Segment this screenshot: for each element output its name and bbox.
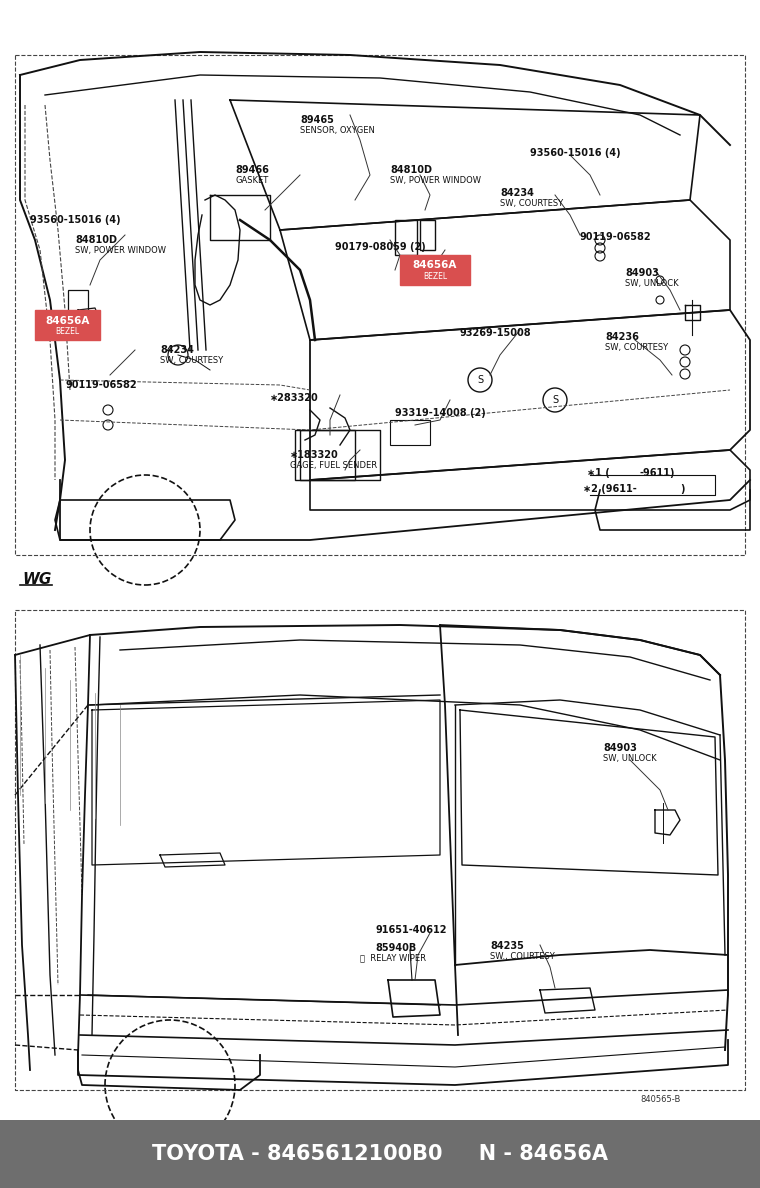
Text: 84234: 84234: [160, 345, 194, 355]
Text: SW, POWER WINDOW: SW, POWER WINDOW: [75, 246, 166, 255]
Text: BEZEL: BEZEL: [55, 327, 80, 336]
Text: GAGE, FUEL SENDER: GAGE, FUEL SENDER: [290, 461, 377, 470]
Text: SW., COURTESY: SW., COURTESY: [490, 952, 555, 961]
Text: 90119-06582: 90119-06582: [580, 232, 651, 242]
Text: SENSOR, OXYGEN: SENSOR, OXYGEN: [300, 126, 375, 135]
Bar: [295, 430, 355, 480]
Bar: [35, 310, 100, 340]
Text: 84810D: 84810D: [75, 235, 117, 245]
Bar: [420, 220, 435, 249]
Text: 84236: 84236: [605, 331, 639, 342]
Text: 91651-40612: 91651-40612: [375, 925, 447, 935]
Text: 84903: 84903: [625, 268, 659, 278]
Bar: [390, 421, 430, 446]
Text: 89466: 89466: [235, 165, 269, 175]
Text: WG: WG: [22, 571, 52, 587]
Bar: [400, 255, 470, 285]
Text: SW, COURTESY: SW, COURTESY: [605, 343, 668, 352]
Text: 93560-15016 (4): 93560-15016 (4): [530, 148, 621, 158]
Text: 84235: 84235: [490, 941, 524, 952]
Text: 840565-B: 840565-B: [640, 1095, 680, 1104]
Text: 84656A: 84656A: [413, 260, 458, 271]
Text: SW, UNLOCK: SW, UNLOCK: [625, 279, 679, 287]
Text: SW, UNLOCK: SW, UNLOCK: [603, 754, 657, 763]
Text: SW, POWER WINDOW: SW, POWER WINDOW: [390, 176, 481, 185]
Text: ∗1 (: ∗1 (: [587, 468, 610, 478]
Text: S: S: [552, 394, 558, 405]
Text: 90179-08059 (2): 90179-08059 (2): [335, 242, 426, 252]
Text: SW, COURTESY: SW, COURTESY: [160, 356, 223, 365]
Text: ∗2 (9611-: ∗2 (9611-: [583, 484, 637, 494]
Text: 89465: 89465: [300, 115, 334, 125]
Text: 85940B: 85940B: [375, 943, 416, 953]
Text: 84656A: 84656A: [46, 316, 90, 326]
Bar: [68, 290, 88, 315]
Text: Ⓑ  RELAY WIPER: Ⓑ RELAY WIPER: [360, 953, 426, 962]
Text: 84234: 84234: [500, 188, 534, 198]
Text: S: S: [477, 375, 483, 385]
Text: GASKET: GASKET: [235, 176, 268, 185]
Text: ∗283320: ∗283320: [270, 393, 318, 403]
Text: 84903: 84903: [603, 742, 637, 753]
Bar: [395, 220, 417, 255]
Text: 93560-15016 (4): 93560-15016 (4): [30, 215, 121, 225]
Polygon shape: [388, 980, 440, 1017]
Text: ): ): [680, 484, 685, 494]
Text: 93269-15008: 93269-15008: [460, 328, 532, 339]
Text: TOYOTA - 8465612100B0     N - 84656A: TOYOTA - 8465612100B0 N - 84656A: [152, 1144, 608, 1164]
Text: 93319-14008 (2): 93319-14008 (2): [395, 407, 486, 418]
Text: 84810D: 84810D: [390, 165, 432, 175]
Text: 90119-06582: 90119-06582: [65, 380, 137, 390]
Text: SW, COURTESY: SW, COURTESY: [500, 200, 563, 208]
Text: ∗183320: ∗183320: [290, 450, 339, 460]
Text: BEZEL: BEZEL: [423, 272, 447, 282]
Text: -9611): -9611): [640, 468, 676, 478]
Polygon shape: [540, 988, 595, 1013]
Bar: [0, 1120, 760, 1188]
